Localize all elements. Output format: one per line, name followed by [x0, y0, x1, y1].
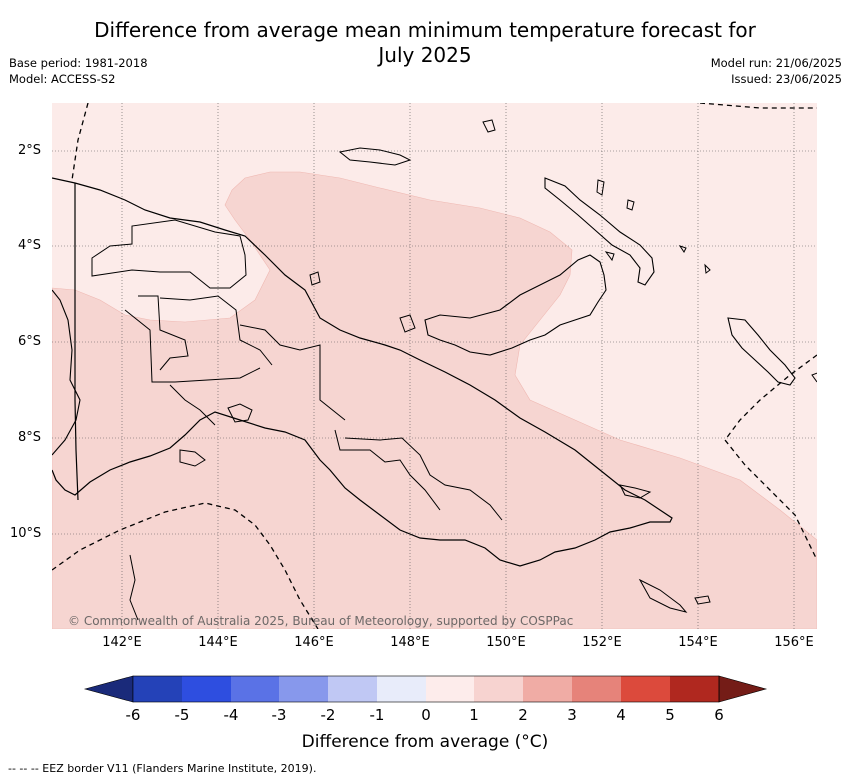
colorbar-bin — [328, 676, 377, 702]
colorbar-tick: -2 — [320, 706, 336, 724]
graticule — [52, 103, 817, 629]
colorbar-tick: 6 — [714, 706, 724, 724]
new-ireland-coastline — [544, 177, 655, 286]
colorbar-bin — [670, 676, 719, 702]
anomaly-1-2-region — [52, 171, 817, 629]
lon-label: 146°E — [294, 635, 334, 650]
model-run-info: Model run: 21/06/2025 Issued: 23/06/2025 — [711, 55, 842, 87]
lon-label: 152°E — [582, 635, 622, 650]
colorbar-tick: -3 — [271, 706, 287, 724]
map-title: Difference from average mean minimum tem… — [0, 18, 850, 68]
colorbar-bin — [231, 676, 279, 702]
lat-label: 6°S — [18, 334, 42, 349]
copyright-notice: © Commonwealth of Australia 2025, Bureau… — [68, 614, 574, 628]
colorbar-bin — [279, 676, 328, 702]
colorbar-low-extend — [83, 675, 134, 703]
lon-label: 154°E — [678, 635, 718, 650]
base-period: Base period: 1981-2018 — [9, 56, 148, 70]
issued-date: Issued: 23/06/2025 — [731, 72, 842, 86]
new-guinea-coastline — [52, 177, 673, 567]
model-name: Model: ACCESS-S2 — [9, 72, 116, 86]
colorbar-tick: 2 — [518, 706, 528, 724]
bougainville-coastline — [727, 317, 796, 386]
small-islands — [129, 119, 817, 621]
colorbar-bin — [621, 676, 670, 702]
lat-label: 2°S — [18, 143, 42, 158]
lat-label: 10°S — [10, 526, 42, 541]
lon-label: 150°E — [486, 635, 526, 650]
model-run: Model run: 21/06/2025 — [710, 56, 842, 70]
colorbar-tick: 5 — [665, 706, 675, 724]
eez-borders — [52, 103, 817, 629]
colorbar-tick: 3 — [567, 706, 577, 724]
international-border — [74, 183, 79, 501]
colorbar-label: Difference from average (°C) — [301, 732, 549, 752]
colorbar-tick: 0 — [421, 706, 431, 724]
colorbar-tick: -6 — [125, 706, 141, 724]
eez-legend-note: -- -- -- EEZ border V11 (Flanders Marine… — [8, 762, 317, 775]
colorbar-tick: 4 — [616, 706, 626, 724]
colorbar — [83, 675, 768, 703]
province-borders — [91, 219, 503, 521]
west-coastline — [52, 289, 81, 456]
new-britain-coastline — [424, 254, 607, 356]
title-line-1: Difference from average mean minimum tem… — [94, 18, 756, 42]
colorbar-tick: -4 — [223, 706, 239, 724]
colorbar-high-extend — [718, 675, 768, 703]
colorbar-bin — [572, 676, 621, 702]
colorbar-bin — [377, 676, 426, 702]
lon-label: 156°E — [774, 635, 814, 650]
lon-label: 144°E — [198, 635, 238, 650]
lon-label: 142°E — [102, 635, 142, 650]
colorbar-tick: 1 — [469, 706, 479, 724]
lon-label: 148°E — [390, 635, 430, 650]
base-period-info: Base period: 1981-2018 Model: ACCESS-S2 — [9, 55, 148, 87]
colorbar-bin — [182, 676, 231, 702]
colorbar-tick: -1 — [369, 706, 385, 724]
lat-label: 8°S — [18, 430, 42, 445]
title-line-2: July 2025 — [378, 43, 472, 67]
colorbar-bin — [474, 676, 523, 702]
colorbar-tick: -5 — [174, 706, 190, 724]
colorbar-bin — [426, 676, 474, 702]
lat-label: 4°S — [18, 238, 42, 253]
colorbar-bin — [523, 676, 572, 702]
colorbar-bin — [133, 676, 182, 702]
